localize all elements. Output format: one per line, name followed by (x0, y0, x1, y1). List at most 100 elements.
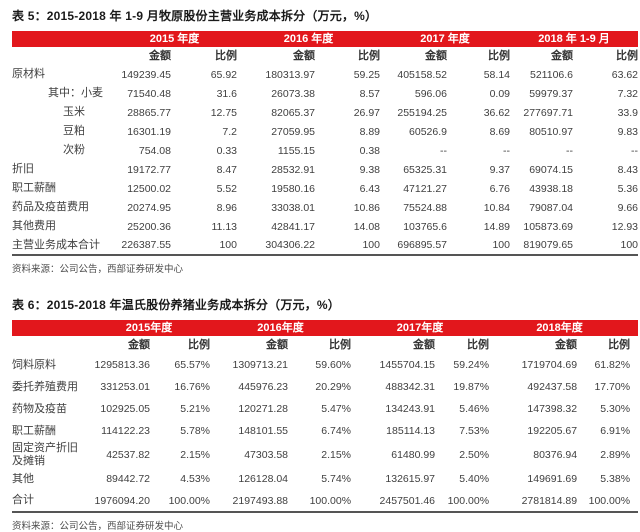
value-cell: 5.52 (216, 182, 237, 195)
year-header: 2016年度 (210, 320, 352, 336)
value-cell: 58.14 (483, 68, 510, 81)
value-cell: 71540.48 (127, 87, 171, 100)
value-cell: 61.82% (594, 359, 631, 371)
value-cell: 25200.36 (127, 220, 171, 233)
value-cell: 5.47% (321, 403, 352, 415)
value-cell: 80510.97 (529, 125, 573, 138)
value-cell: 100.00% (309, 494, 352, 507)
source-note: 资料来源：公司公告，西部证券研发中心 (12, 264, 184, 275)
value-cell: 100.00% (447, 494, 490, 507)
table6-title: 表 6：2015-2018 年温氏股份养猪业务成本拆分（万元，%） (12, 298, 341, 312)
row-label: 次粉 (63, 144, 85, 156)
value-cell: 6.91% (600, 425, 631, 437)
value-cell: 132615.97 (385, 473, 436, 485)
value-cell: 100 (492, 239, 510, 251)
value-cell: 754.08 (138, 144, 171, 157)
value-cell: 16.76% (174, 381, 211, 393)
value-cell: 192205.67 (527, 425, 578, 437)
table5-title: 表 5：2015-2018 年 1-9 月牧原股份主营业务成本拆分（万元，%） (12, 9, 378, 23)
muyuan-cost-table: 2015 年度 2016 年度 2017 年度 2018 年 1-9 月 金额 … (12, 31, 639, 256)
table-row: 委托养殖费用 331253.01 16.76% 445976.23 20.29% 4883… (12, 376, 638, 398)
value-cell: 2.15% (321, 449, 352, 461)
value-cell: 12.75 (210, 106, 237, 119)
row-label: 原材料 (12, 68, 45, 80)
value-cell: 8.96 (216, 201, 237, 214)
value-cell: 20.29% (315, 381, 352, 393)
value-cell: 492437.58 (527, 381, 578, 393)
year-header-row: 2015 年度 2016 年度 2017 年度 2018 年 1-9 月 (12, 31, 639, 47)
value-cell: 5.74% (321, 473, 352, 485)
table-row: 次粉 754.08 0.33 1155.15 0.38 -- -- -- -- (12, 141, 638, 160)
value-cell: 100.00% (168, 494, 211, 507)
value-cell: 696895.57 (397, 239, 447, 251)
corner-cell (12, 31, 112, 47)
column-header: 比例 (329, 339, 352, 351)
table-body: 原材料 149239.45 65.92 180313.97 59.25 405158.52… (12, 65, 638, 255)
value-cell: 147398.32 (527, 403, 578, 415)
value-cell: 1976094.20 (94, 494, 150, 507)
value-cell: 226387.55 (121, 239, 171, 251)
value-cell: 59.24% (453, 359, 490, 371)
row-label: 固定资产折旧及摊销 (12, 442, 78, 467)
value-cell: 28865.77 (127, 106, 171, 119)
corner-cell (12, 336, 88, 354)
value-cell: 9.83 (617, 125, 639, 138)
year-header: 2018 年 1-9 月 (510, 31, 639, 47)
value-cell: 75524.88 (403, 201, 447, 214)
value-cell: 405158.52 (397, 68, 447, 81)
value-cell: 180313.97 (265, 68, 315, 81)
value-cell: 5.40% (459, 473, 490, 485)
year-header-row: 2015年度 2016年度 2017年度 2018年度 (12, 320, 639, 336)
value-cell: 9.38 (359, 163, 380, 176)
value-cell: 114122.23 (101, 425, 150, 437)
column-header: 比例 (188, 339, 211, 351)
value-cell: 126128.04 (238, 473, 289, 485)
row-label: 玉米 (63, 106, 85, 118)
row-label: 豆粕 (63, 125, 85, 137)
value-cell: 63.62 (611, 68, 639, 81)
value-cell: 5.36 (617, 182, 639, 195)
value-cell: 14.08 (353, 220, 380, 233)
year-header: 2017 年度 (380, 31, 510, 47)
row-label: 合计 (12, 494, 34, 506)
year-header: 2016 年度 (237, 31, 380, 47)
subheader-row: 金额 比例 金额 比例 金额 比例 金额 比例 (12, 47, 638, 65)
year-header: 2015 年度 (112, 31, 237, 47)
value-cell: 27059.95 (271, 125, 315, 138)
table-row: 豆粕 16301.19 7.2 27059.95 8.89 60526.9 8.69 8051… (12, 122, 638, 141)
value-cell: 185114.13 (386, 425, 436, 437)
corner-cell (12, 320, 88, 336)
table-row: 玉米 28865.77 12.75 82065.37 26.97 255194.25 36.… (12, 103, 638, 122)
value-cell: 9.66 (617, 201, 639, 214)
value-cell: 9.37 (489, 163, 510, 176)
value-cell: -- (440, 144, 447, 157)
value-cell: 488342.31 (385, 381, 436, 393)
value-cell: 149239.45 (121, 68, 171, 81)
value-cell: 331253.01 (100, 381, 150, 393)
value-cell: 42537.82 (106, 449, 150, 461)
value-cell: 31.6 (216, 87, 237, 100)
value-cell: 5.46% (459, 403, 490, 415)
value-cell: 79087.04 (529, 201, 573, 214)
value-cell: 149691.69 (527, 473, 578, 485)
value-cell: 14.89 (483, 220, 510, 233)
source-note: 资料来源：公司公告，西部证券研发中心 (12, 521, 184, 532)
value-cell: 19580.16 (271, 182, 315, 195)
table-body: 饲料原料 1295813.36 65.57% 1309713.21 59.60% 1455… (12, 354, 638, 512)
value-cell: 26073.38 (271, 87, 315, 100)
value-cell: 1455704.15 (379, 359, 436, 371)
wens-cost-table: 2015年度 2016年度 2017年度 2018年度 金额 比例 金额 比例 … (12, 320, 639, 513)
value-cell: 80376.94 (533, 449, 578, 461)
value-cell: 6.43 (359, 182, 380, 195)
year-header: 2018年度 (489, 320, 639, 336)
value-cell: 59.25 (353, 68, 380, 81)
value-cell: 100 (219, 239, 237, 251)
column-header: 金额 (128, 339, 150, 351)
value-cell: 2.89% (600, 449, 631, 461)
value-cell: 5.38% (600, 473, 631, 485)
value-cell: 596.06 (414, 87, 447, 100)
table-row: 主营业务成本合计 226387.55 100 304306.22 100 696895.5… (12, 236, 638, 255)
value-cell: 819079.65 (523, 239, 573, 251)
value-cell: 102925.05 (100, 403, 150, 415)
value-cell: 60526.9 (409, 125, 447, 138)
